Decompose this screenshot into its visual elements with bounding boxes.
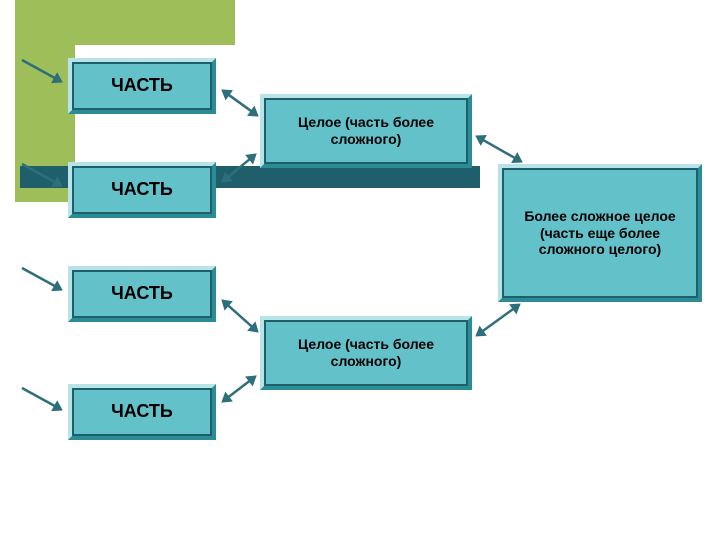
node-label: ЧАСТЬ [111,75,173,97]
node-label: Целое (часть более сложного) [268,336,464,370]
node-part3: ЧАСТЬ [68,266,216,322]
node-label: ЧАСТЬ [111,401,173,423]
node-label: ЧАСТЬ [111,283,173,305]
node-big: Более сложное целое(часть еще более слож… [498,164,702,302]
arrow-g2-part2 [10,152,74,198]
arrow-g1-part1 [10,48,74,94]
node-whole1: Целое (часть более сложного) [260,94,472,168]
node-label: ЧАСТЬ [111,179,173,201]
node-whole2: Целое (часть более сложного) [260,316,472,390]
arrow-g4-part4 [10,376,74,422]
node-part1: ЧАСТЬ [68,58,216,114]
node-part4: ЧАСТЬ [68,384,216,440]
green-block-1 [75,0,235,45]
node-label: Более сложное целое(часть еще более слож… [506,208,694,258]
node-label: Целое (часть более сложного) [268,114,464,148]
node-part2: ЧАСТЬ [68,162,216,218]
arrow-g3-part3 [10,256,74,302]
